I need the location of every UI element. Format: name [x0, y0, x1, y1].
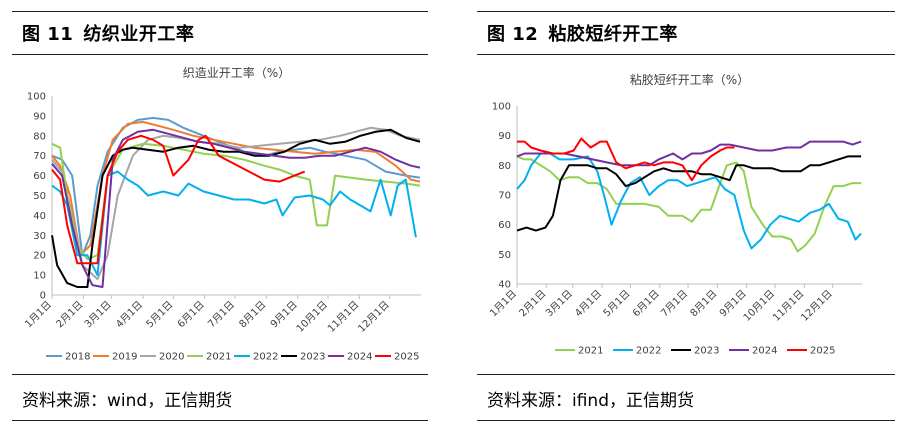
x-tick-label: 1月1日 — [22, 299, 54, 331]
figure-title: 图 11 纺织业开工率 — [22, 20, 194, 46]
figure-caption: 粘胶短纤开工率 — [548, 24, 678, 45]
top-rule — [477, 11, 895, 12]
textile-operating-rate-chart: 织造业开工率（%） 0 10 20 30 40 50 60 70 80 90 100 1月1日 2月1日3… — [22, 65, 421, 363]
y-tick-label: 80 — [33, 131, 46, 142]
x-tick-label: 10月1日 — [741, 288, 777, 324]
bottom-rule — [12, 420, 428, 421]
y-tick-label: 10 — [33, 271, 46, 282]
x-tick-label: 5月1日 — [601, 288, 633, 320]
legend-label-2023: 2023 — [300, 352, 325, 363]
chart-title: 粘胶短纤开工率（%） — [630, 72, 749, 87]
viscose-operating-rate-chart: 粘胶短纤开工率（%） 40 50 60 70 80 90 100 1月1日2月1日3月1日4月1… — [487, 72, 862, 357]
x-tick-label: 2月1日 — [54, 299, 86, 331]
y-tick-label: 60 — [498, 220, 511, 231]
y-tick-label: 50 — [33, 191, 46, 202]
x-tick-label: 10月1日 — [294, 299, 330, 335]
y-tick-label: 70 — [498, 191, 511, 202]
top-rule — [12, 11, 428, 12]
x-tick-label: 11月1日 — [325, 299, 361, 335]
title-rule — [477, 54, 895, 55]
x-tick-label: 8月1日 — [237, 299, 269, 331]
source-top-rule — [12, 374, 428, 375]
figure-title: 图 12 粘胶短纤开工率 — [487, 20, 678, 46]
figure-number: 图 12 — [487, 24, 539, 45]
title-rule — [12, 54, 428, 55]
legend-label-2022: 2022 — [253, 352, 278, 363]
y-tick-label: 80 — [498, 161, 511, 172]
source-note: 资料来源：ifind，正信期货 — [487, 391, 694, 411]
y-tick-label: 30 — [33, 231, 46, 242]
y-tick-label: 50 — [498, 250, 511, 261]
legend-label-2019: 2019 — [112, 352, 137, 363]
bottom-rule — [477, 420, 895, 421]
legend-label-2025: 2025 — [394, 352, 419, 363]
series-line-2022 — [516, 152, 862, 250]
y-tick-label: 90 — [498, 131, 511, 142]
series-line-2021 — [516, 155, 862, 253]
legend-label-2018: 2018 — [65, 352, 90, 363]
x-tick-label: 6月1日 — [175, 299, 207, 331]
x-tick-label: 2月1日 — [517, 288, 549, 320]
series-line-2024 — [51, 128, 421, 288]
x-tick-label: 8月1日 — [688, 288, 720, 320]
y-tick-label: 90 — [33, 111, 46, 122]
legend-label-2022: 2022 — [636, 346, 661, 357]
y-tick-label: 70 — [33, 151, 46, 162]
y-tick-label: 100 — [27, 92, 46, 103]
y-tick-label: 20 — [33, 251, 46, 262]
series-line-2025 — [51, 134, 306, 265]
series-line-2024 — [516, 140, 862, 167]
legend-label-2024: 2024 — [752, 346, 777, 357]
series-line-2023 — [51, 128, 421, 288]
legend-label-2023: 2023 — [694, 346, 719, 357]
y-tick-label: 40 — [33, 211, 46, 222]
legend-label-2024: 2024 — [347, 352, 372, 363]
figure-12: 图 12 粘胶短纤开工率 粘胶短纤开工率（%） 40 50 60 70 80 90 100 1月1… — [465, 0, 907, 431]
x-tick-label: 12月1日 — [356, 299, 392, 335]
series-line-2025 — [517, 137, 735, 182]
x-tick-label: 12月1日 — [799, 288, 835, 324]
legend-label-2021: 2021 — [206, 352, 231, 363]
x-tick-label: 4月1日 — [573, 288, 605, 320]
legend-label-2021: 2021 — [578, 346, 603, 357]
figure-number: 图 11 — [22, 24, 74, 45]
y-tick-label: 100 — [492, 102, 511, 113]
x-tick-label: 7月1日 — [659, 288, 691, 320]
chart-title: 织造业开工率（%） — [183, 65, 290, 80]
legend-label-2020: 2020 — [159, 352, 184, 363]
y-tick-label: 40 — [498, 280, 511, 291]
x-tick-label: 5月1日 — [144, 299, 176, 331]
y-tick-label: 0 — [40, 291, 46, 302]
x-tick-label: 3月1日 — [543, 288, 575, 320]
y-tick-label: 60 — [33, 171, 46, 182]
figure-caption: 纺织业开工率 — [83, 24, 195, 45]
x-tick-label: 1月1日 — [487, 288, 519, 320]
source-top-rule — [477, 374, 895, 375]
x-tick-label: 4月1日 — [113, 299, 145, 331]
x-tick-label: 6月1日 — [630, 288, 662, 320]
legend-label-2025: 2025 — [810, 346, 835, 357]
series-line-2018 — [51, 116, 421, 257]
figure-11: 图 11 纺织业开工率 织造业开工率（%） 0 10 20 30 40 50 60 70 80 90 1… — [0, 0, 440, 431]
x-tick-label: 3月1日 — [82, 299, 114, 331]
source-note: 资料来源：wind，正信期货 — [22, 391, 233, 411]
x-tick-label: 7月1日 — [205, 299, 237, 331]
